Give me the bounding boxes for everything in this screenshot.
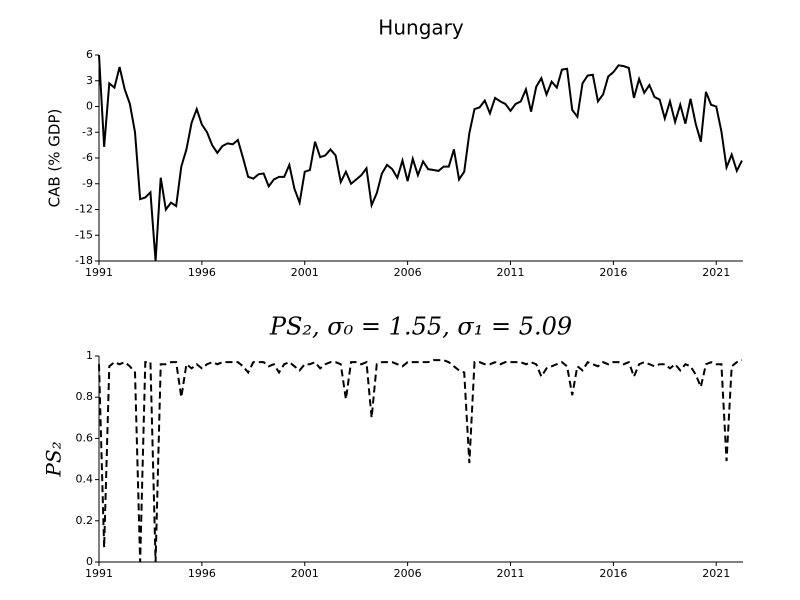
- y-axis-label: CAB (% GDP): [46, 109, 64, 208]
- y-tick-label: -18: [75, 254, 93, 267]
- y-tick-label: 0: [86, 100, 93, 113]
- x-tick-label: 2016: [599, 567, 627, 580]
- y-axis-label: PS₂: [42, 441, 66, 477]
- x-tick-label: 2011: [497, 567, 525, 580]
- y-tick-label: 1: [86, 349, 93, 362]
- y-tick-label: 0.6: [76, 431, 94, 444]
- x-tick-label: 1996: [188, 266, 216, 279]
- x-tick-label: 1991: [85, 266, 113, 279]
- y-tick-label: -12: [75, 203, 93, 216]
- x-tick-label: 2001: [291, 266, 319, 279]
- y-tick-label: -3: [82, 125, 93, 138]
- x-tick-label: 2021: [702, 567, 730, 580]
- data-line: [98, 54, 743, 262]
- y-tick-label: -6: [82, 151, 93, 164]
- y-tick-label: -15: [75, 228, 93, 241]
- x-tick-label: 1996: [188, 567, 216, 580]
- y-tick-label: 0.2: [76, 514, 94, 527]
- x-tick-label: 2006: [394, 266, 422, 279]
- chart-title: PS₂, σ₀ = 1.55, σ₁ = 5.09: [269, 313, 572, 341]
- y-tick-label: 0: [86, 555, 93, 568]
- data-line: [98, 359, 743, 563]
- x-tick-label: 1991: [85, 567, 113, 580]
- y-tick-label: -9: [82, 177, 93, 190]
- y-tick-label: 3: [86, 74, 93, 87]
- y-tick-label: 0.8: [76, 390, 94, 403]
- chart-title: Hungary: [378, 16, 464, 40]
- x-tick-label: 2016: [599, 266, 627, 279]
- y-tick-label: 0.4: [76, 473, 94, 486]
- y-tick-label: 6: [86, 48, 93, 61]
- x-tick-label: 2011: [497, 266, 525, 279]
- x-tick-label: 2006: [394, 567, 422, 580]
- x-tick-label: 2021: [702, 266, 730, 279]
- x-tick-label: 2001: [291, 567, 319, 580]
